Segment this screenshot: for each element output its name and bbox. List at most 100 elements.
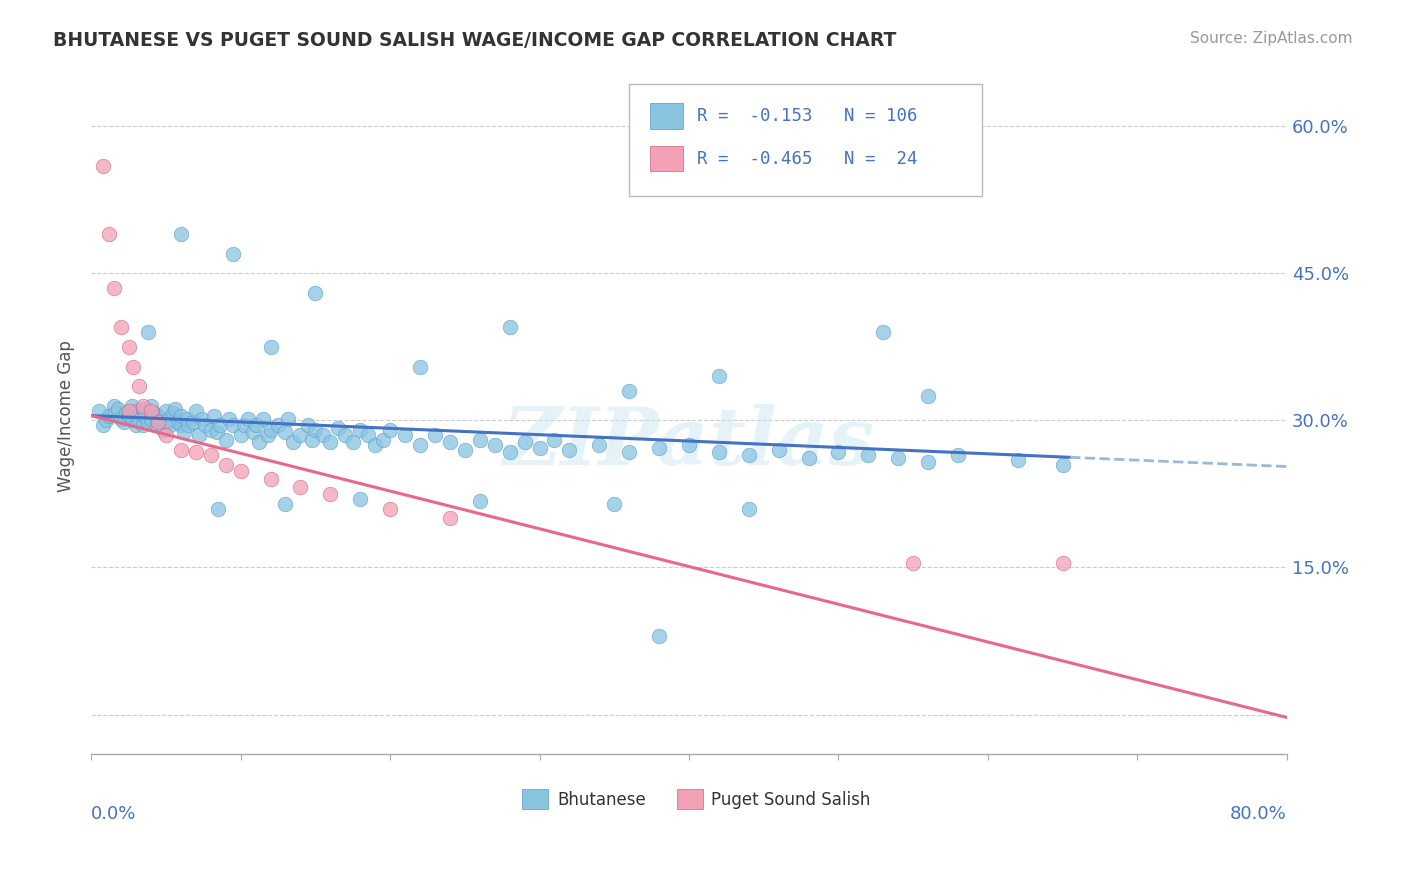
Point (91, 159, 114, 173)
Point (259, 472, 281, 486)
Point (122, 359, 145, 374)
Point (498, 445, 520, 459)
Point (678, 438, 700, 452)
Point (409, 359, 432, 374)
Point (1007, 452, 1029, 467)
Point (129, 406, 152, 420)
Point (200, 448, 222, 462)
Point (208, 418, 231, 433)
Point (139, 399, 162, 413)
Point (439, 511, 461, 525)
Point (187, 428, 209, 442)
Point (946, 448, 969, 462)
Point (319, 487, 342, 501)
Point (356, 428, 378, 442)
Point (304, 286, 326, 301)
Point (259, 423, 281, 437)
Point (103, 281, 125, 295)
Point (229, 465, 252, 479)
Point (259, 340, 281, 354)
Point (872, 325, 894, 339)
Point (125, 418, 148, 433)
Point (103, 399, 125, 413)
Point (87, 403, 110, 417)
Point (139, 403, 162, 417)
Point (648, 629, 671, 643)
Point (274, 497, 297, 511)
Point (267, 418, 290, 433)
Point (149, 413, 172, 427)
Point (148, 409, 170, 423)
Point (136, 325, 159, 339)
Point (139, 411, 162, 425)
Point (117, 403, 139, 417)
Point (114, 406, 136, 420)
Point (707, 445, 730, 459)
Point (222, 418, 245, 433)
Point (558, 442, 581, 457)
Point (176, 411, 198, 425)
Point (91, 418, 114, 433)
Point (256, 428, 278, 442)
Bar (522, 789, 548, 809)
Point (125, 403, 148, 417)
Point (236, 411, 259, 425)
Point (917, 389, 939, 403)
Point (200, 423, 222, 437)
Point (181, 416, 204, 430)
Point (218, 411, 240, 425)
Text: ZIPatlas: ZIPatlas (503, 404, 875, 482)
Point (281, 435, 304, 450)
Point (887, 450, 910, 465)
Point (229, 428, 252, 442)
Point (98, 409, 121, 423)
Point (242, 425, 264, 440)
Text: R =  -0.465   N =  24: R = -0.465 N = 24 (697, 150, 918, 168)
Point (142, 406, 165, 420)
Point (155, 428, 177, 442)
Point (104, 406, 127, 420)
Point (468, 433, 491, 447)
Point (121, 399, 143, 413)
Point (707, 369, 730, 384)
Point (498, 320, 520, 334)
Point (349, 491, 371, 506)
Point (134, 409, 156, 423)
Point (128, 413, 150, 427)
Point (342, 435, 364, 450)
Point (184, 403, 207, 417)
Point (917, 455, 939, 469)
Point (166, 416, 188, 430)
Point (312, 428, 335, 442)
Point (364, 438, 387, 452)
Point (245, 418, 267, 433)
Point (110, 411, 132, 425)
Point (378, 423, 401, 437)
Point (439, 435, 461, 450)
Point (827, 445, 849, 459)
Point (394, 428, 416, 442)
Point (155, 416, 177, 430)
Point (98, 227, 121, 242)
Point (170, 442, 193, 457)
Point (797, 450, 820, 465)
Point (768, 442, 790, 457)
Point (529, 441, 551, 455)
Point (409, 438, 432, 452)
Point (122, 413, 145, 427)
Point (184, 445, 207, 459)
Point (117, 340, 139, 354)
Point (215, 433, 238, 447)
Point (543, 433, 565, 447)
Text: BHUTANESE VS PUGET SOUND SALISH WAGE/INCOME GAP CORRELATION CHART: BHUTANESE VS PUGET SOUND SALISH WAGE/INC… (53, 31, 897, 50)
Text: Source: ZipAtlas.com: Source: ZipAtlas.com (1189, 31, 1353, 46)
Point (170, 227, 193, 242)
Point (159, 418, 181, 433)
Point (335, 428, 357, 442)
Point (112, 416, 135, 430)
Text: 80.0%: 80.0% (1230, 805, 1286, 822)
Point (173, 425, 195, 440)
Point (177, 418, 200, 433)
Y-axis label: Wage/Income Gap: Wage/Income Gap (58, 340, 75, 491)
Point (117, 409, 139, 423)
